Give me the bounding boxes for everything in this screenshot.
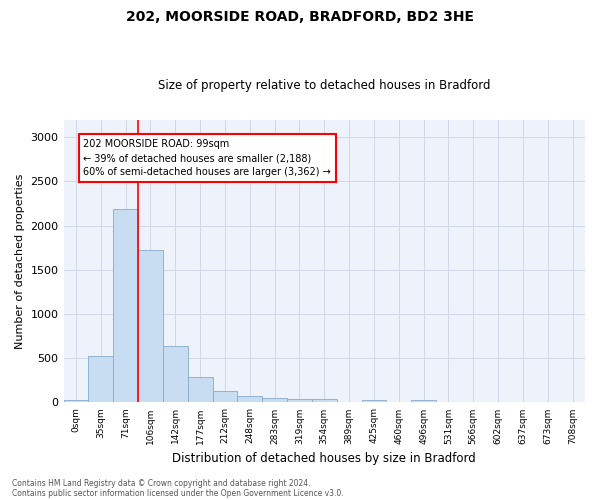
Text: Contains HM Land Registry data © Crown copyright and database right 2024.: Contains HM Land Registry data © Crown c… bbox=[12, 478, 311, 488]
Bar bbox=[188, 377, 212, 402]
Bar bbox=[411, 400, 436, 402]
Bar bbox=[113, 209, 138, 402]
Bar bbox=[88, 356, 113, 403]
Text: 202, MOORSIDE ROAD, BRADFORD, BD2 3HE: 202, MOORSIDE ROAD, BRADFORD, BD2 3HE bbox=[126, 10, 474, 24]
Bar bbox=[64, 400, 88, 402]
Title: Size of property relative to detached houses in Bradford: Size of property relative to detached ho… bbox=[158, 79, 491, 92]
Bar bbox=[312, 400, 337, 402]
Bar bbox=[362, 400, 386, 402]
Bar bbox=[163, 346, 188, 403]
Text: 202 MOORSIDE ROAD: 99sqm
← 39% of detached houses are smaller (2,188)
60% of sem: 202 MOORSIDE ROAD: 99sqm ← 39% of detach… bbox=[83, 139, 331, 177]
Text: Contains public sector information licensed under the Open Government Licence v3: Contains public sector information licen… bbox=[12, 488, 344, 498]
Y-axis label: Number of detached properties: Number of detached properties bbox=[15, 174, 25, 348]
Bar bbox=[138, 250, 163, 402]
Bar bbox=[212, 391, 238, 402]
X-axis label: Distribution of detached houses by size in Bradford: Distribution of detached houses by size … bbox=[172, 452, 476, 465]
Bar bbox=[238, 396, 262, 402]
Bar bbox=[287, 400, 312, 402]
Bar bbox=[262, 398, 287, 402]
